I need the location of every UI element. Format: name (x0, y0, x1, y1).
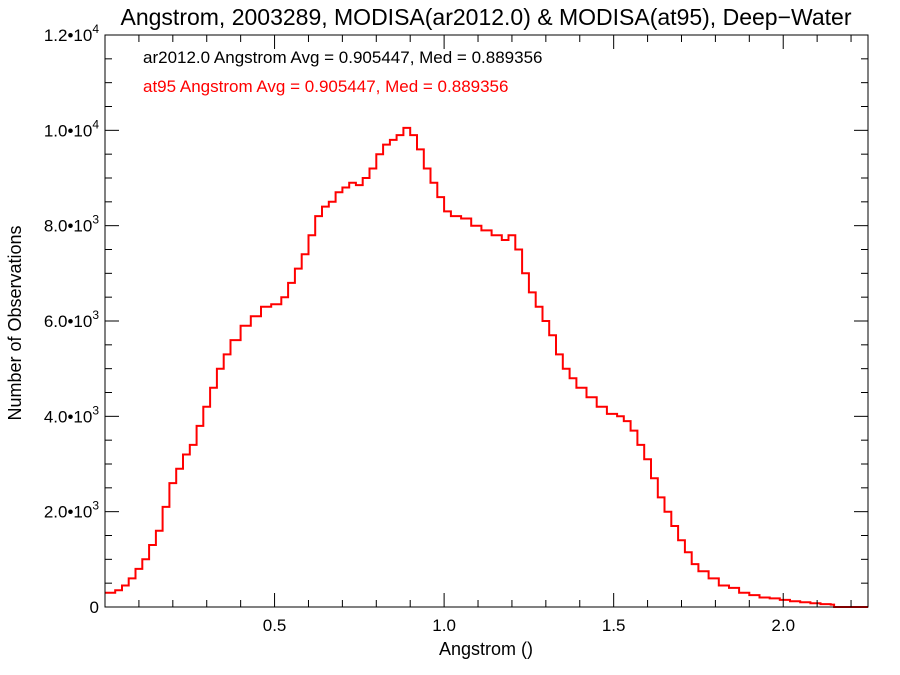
y-tick-label: 1.2•104 (44, 22, 100, 45)
histogram-series-line-0 (105, 126, 868, 608)
annotation-at95: at95 Angstrom Avg = 0.905447, Med = 0.88… (143, 77, 508, 96)
y-tick-label: 1.0•104 (44, 117, 100, 140)
y-tick-label: 4.0•103 (44, 403, 100, 426)
x-tick-label: 1.5 (602, 616, 626, 635)
x-tick-label: 1.0 (432, 616, 456, 635)
y-tick-label: 0 (90, 598, 99, 617)
chart-title: Angstrom, 2003289, MODISA(ar2012.0) & MO… (121, 4, 852, 30)
plot-axes: 0.5 1.0 1.5 2.0 0 2.0•103 4.0•103 6.0•103 8.0•10… (44, 22, 869, 635)
y-tick-exponent: 4 (92, 22, 99, 36)
x-tick-label: 2.0 (771, 616, 795, 635)
y-tick-exponent: 4 (92, 117, 99, 131)
y-tick-exponent: 3 (92, 308, 99, 322)
y-tick-label: 8.0•103 (44, 213, 100, 236)
y-tick-label: 6.0•103 (44, 308, 100, 331)
y-tick-label: 2.0•103 (44, 499, 100, 522)
y-tick-exponent: 3 (92, 499, 99, 513)
annotation-ar2012: ar2012.0 Angstrom Avg = 0.905447, Med = … (143, 48, 543, 67)
y-tick-exponent: 3 (92, 213, 99, 227)
y-tick-exponent: 3 (92, 403, 99, 417)
y-axis-label: Number of Observations (5, 225, 25, 420)
x-axis-label: Angstrom () (439, 639, 533, 659)
x-tick-label: 0.5 (263, 616, 287, 635)
